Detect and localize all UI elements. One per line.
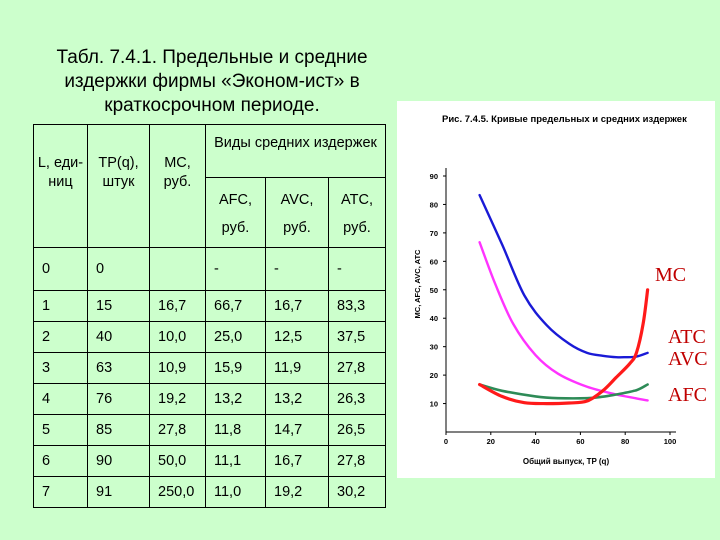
y-tick-label: 50 [430, 286, 438, 295]
x-tick-label: 80 [621, 437, 629, 446]
cell-afc: 13,2 [205, 383, 266, 415]
cost-curves-chart: Рис. 7.4.5. Кривые предельных и средних … [413, 114, 687, 466]
x-tick-label: 40 [531, 437, 539, 446]
y-tick-label: 20 [430, 371, 438, 380]
table-row: 2 40 10,0 25,0 12,5 37,5 [33, 321, 386, 353]
label-mc: MC [655, 264, 687, 286]
y-tick-label: 90 [430, 172, 438, 181]
table-row: 3 63 10,9 15,9 11,9 27,8 [33, 352, 386, 384]
chart-panel: Рис. 7.4.5. Кривые предельных и средних … [397, 101, 715, 478]
y-tick-label: 30 [430, 343, 438, 352]
cost-table: L, еди-ниц TP(q), штук MC, руб. Виды сре… [33, 124, 386, 508]
cell-mc: 50,0 [149, 445, 206, 477]
series-line-mc [478, 288, 650, 406]
x-tick-label: 0 [444, 437, 448, 446]
label-atc: ATC [668, 326, 706, 348]
series-line-avc [478, 383, 649, 400]
cell-afc: 15,9 [205, 352, 266, 384]
cell-mc: 27,8 [149, 414, 206, 446]
table-row: 1 15 16,7 66,7 16,7 83,3 [33, 290, 386, 322]
y-axis-label: MC, AFC, AVC, ATC [413, 249, 422, 318]
cell-tp: 63 [87, 352, 150, 384]
slide-title: Табл. 7.4.1. Предельные и средние издерж… [56, 47, 368, 116]
cell-l: 3 [33, 352, 88, 384]
cell-tp: 0 [87, 247, 150, 291]
table-row: 4 76 19,2 13,2 13,2 26,3 [33, 383, 386, 415]
cell-avc: - [265, 247, 329, 291]
cell-atc: 26,3 [328, 383, 386, 415]
cell-l: 4 [33, 383, 88, 415]
label-avc: AVC [668, 348, 708, 370]
cell-avc: 14,7 [265, 414, 329, 446]
header-atc: ATC, руб. [328, 177, 386, 248]
cell-afc: 11,8 [205, 414, 266, 446]
header-group: Виды средних издержек [205, 124, 386, 178]
cell-avc: 12,5 [265, 321, 329, 353]
cell-mc: 250,0 [149, 476, 206, 508]
x-tick-label: 60 [576, 437, 584, 446]
cell-atc: - [328, 247, 386, 291]
header-avc: AVC, руб. [265, 177, 329, 248]
cell-afc: - [205, 247, 266, 291]
header-afc: AFC, руб. [205, 177, 266, 248]
cell-tp: 91 [87, 476, 150, 508]
cell-tp: 85 [87, 414, 150, 446]
cell-l: 5 [33, 414, 88, 446]
y-tick-label: 70 [430, 229, 438, 238]
x-tick-label: 20 [487, 437, 495, 446]
header-tp: TP(q), штук [87, 124, 150, 248]
cell-l: 1 [33, 290, 88, 322]
cell-l: 0 [33, 247, 88, 291]
series-line-afc [478, 241, 649, 402]
header-l: L, еди-ниц [33, 124, 88, 248]
cell-mc [149, 247, 206, 291]
y-tick-label: 80 [430, 200, 438, 209]
cell-l: 2 [33, 321, 88, 353]
cell-atc: 83,3 [328, 290, 386, 322]
cell-avc: 13,2 [265, 383, 329, 415]
series-line-atc [478, 193, 649, 359]
cell-tp: 15 [87, 290, 150, 322]
cell-atc: 26,5 [328, 414, 386, 446]
cell-afc: 25,0 [205, 321, 266, 353]
cell-avc: 16,7 [265, 445, 329, 477]
x-tick-label: 100 [664, 437, 677, 446]
y-tick-label: 60 [430, 257, 438, 266]
cell-mc: 19,2 [149, 383, 206, 415]
table-row: 6 90 50,0 11,1 16,7 27,8 [33, 445, 386, 477]
cell-afc: 11,1 [205, 445, 266, 477]
cell-atc: 27,8 [328, 445, 386, 477]
cell-atc: 27,8 [328, 352, 386, 384]
header-mc: MC, руб. [149, 124, 206, 248]
cell-mc: 10,0 [149, 321, 206, 353]
y-tick-label: 10 [430, 400, 438, 409]
cell-tp: 76 [87, 383, 150, 415]
chart-title-line-1: Рис. 7.4.5. Кривые предельных и средних … [442, 114, 687, 125]
cell-avc: 19,2 [265, 476, 329, 508]
cell-avc: 16,7 [265, 290, 329, 322]
cell-tp: 90 [87, 445, 150, 477]
cell-tp: 40 [87, 321, 150, 353]
y-tick-label: 40 [430, 314, 438, 323]
x-axis-label: Общий выпуск, TP (q) [523, 457, 610, 466]
cell-afc: 11,0 [205, 476, 266, 508]
cell-atc: 37,5 [328, 321, 386, 353]
cell-l: 6 [33, 445, 88, 477]
cell-avc: 11,9 [265, 352, 329, 384]
table-row: 7 91 250,0 11,0 19,2 30,2 [33, 476, 386, 508]
cell-mc: 10,9 [149, 352, 206, 384]
cell-mc: 16,7 [149, 290, 206, 322]
cell-l: 7 [33, 476, 88, 508]
table-row: 5 85 27,8 11,8 14,7 26,5 [33, 414, 386, 446]
cell-atc: 30,2 [328, 476, 386, 508]
cell-afc: 66,7 [205, 290, 266, 322]
label-afc: AFC [668, 384, 707, 406]
